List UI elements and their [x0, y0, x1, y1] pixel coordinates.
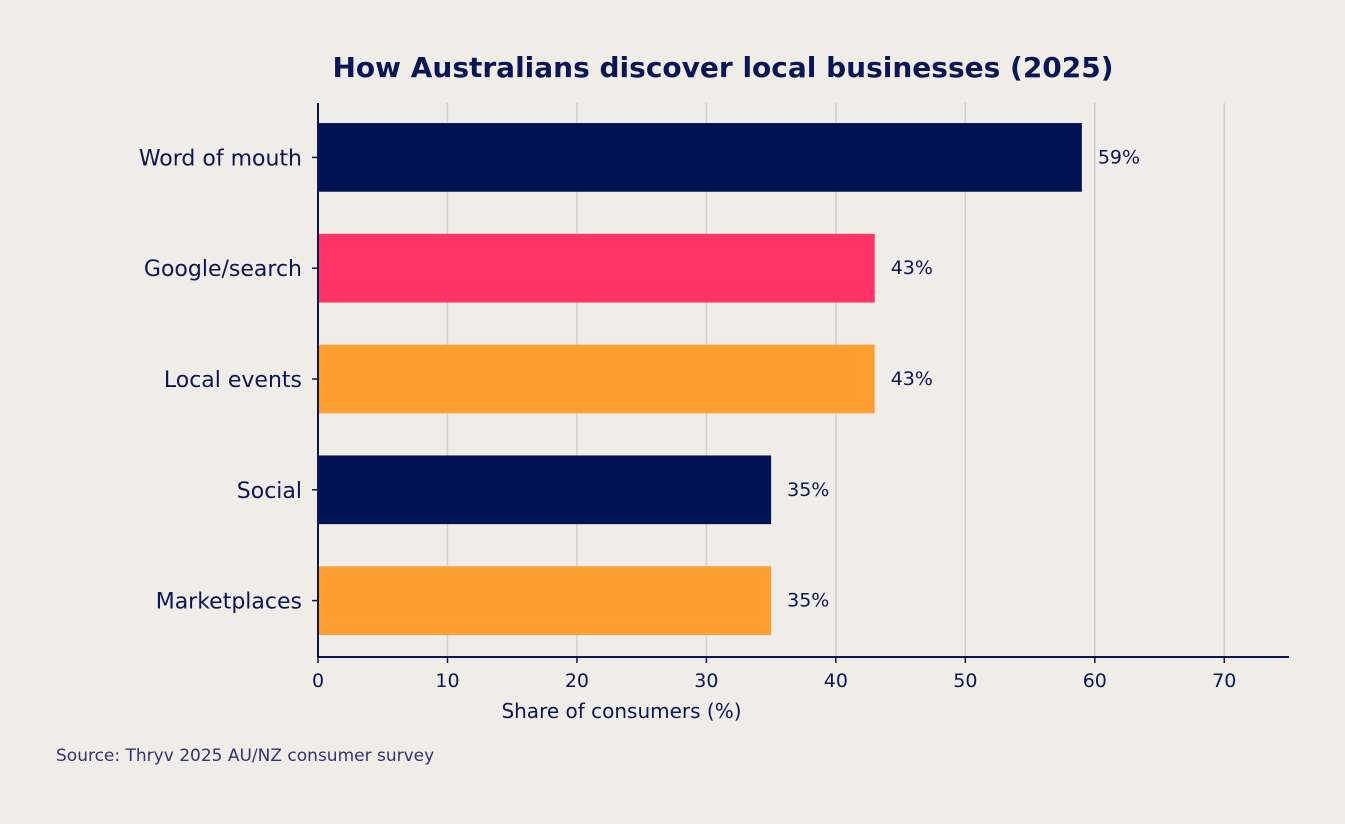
chart-title: How Australians discover local businesse… — [332, 51, 1113, 84]
bar-4 — [318, 566, 772, 635]
bars — [318, 123, 1082, 635]
x-axis-label: Share of consumers (%) — [501, 699, 741, 723]
category-label-1: Google/search — [144, 257, 302, 282]
bar-0 — [318, 123, 1082, 192]
x-tick-label-10: 10 — [435, 670, 459, 692]
x-tick-label-70: 70 — [1212, 670, 1236, 692]
category-label-4: Marketplaces — [156, 590, 302, 615]
value-label-3: 35% — [787, 479, 829, 501]
axes — [317, 103, 1289, 658]
value-label-0: 59% — [1098, 146, 1140, 168]
value-labels: 59% 43% 43% 35% 35% — [787, 146, 1140, 611]
x-tick-label-40: 40 — [824, 670, 848, 692]
value-label-4: 35% — [787, 590, 829, 612]
source-note: Source: Thryv 2025 AU/NZ consumer survey — [56, 746, 435, 766]
bar-2 — [318, 344, 875, 414]
category-label-3: Social — [237, 479, 302, 504]
bar-1 — [318, 233, 875, 303]
bar-3 — [318, 455, 772, 525]
x-tick-label-30: 30 — [694, 670, 718, 692]
x-tick-label-0: 0 — [312, 670, 324, 692]
value-label-2: 43% — [891, 368, 933, 390]
value-label-1: 43% — [891, 257, 933, 279]
bar-chart: How Australians discover local businesse… — [139, 51, 1289, 723]
category-label-0: Word of mouth — [139, 146, 302, 171]
category-label-2: Local events — [164, 368, 302, 393]
x-tick-label-60: 60 — [1083, 670, 1107, 692]
x-ticks: 0 10 20 30 40 50 60 70 — [312, 657, 1236, 692]
category-labels: Word of mouth Google/search Local events So… — [139, 146, 318, 615]
x-tick-label-20: 20 — [565, 670, 589, 692]
x-tick-label-50: 50 — [953, 670, 977, 692]
